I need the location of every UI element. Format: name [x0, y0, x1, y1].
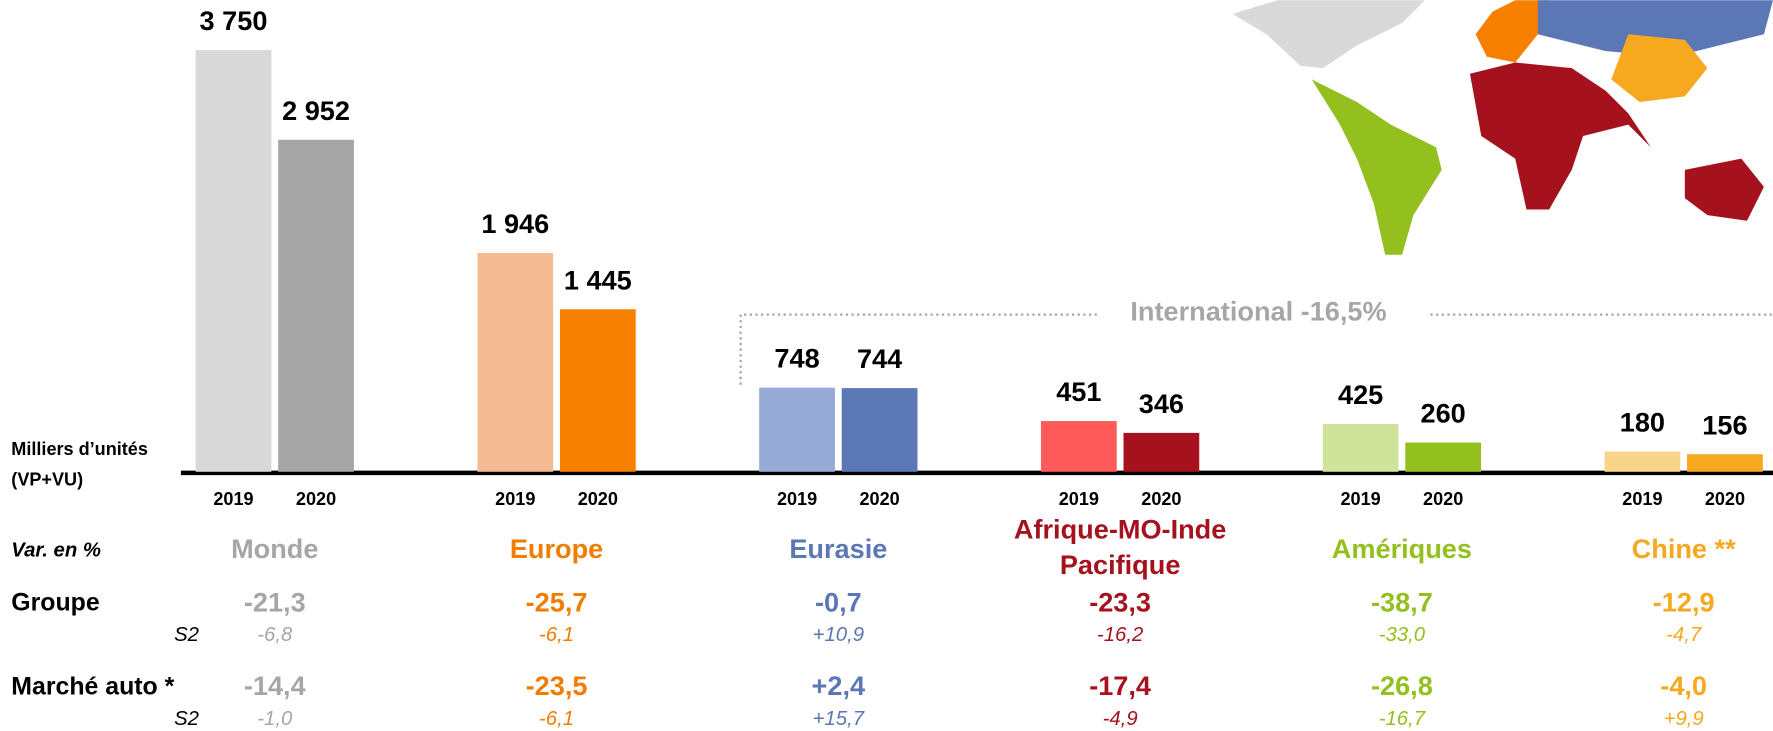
year-label: 2019	[777, 489, 817, 509]
year-label: 2020	[859, 489, 899, 509]
bar	[559, 309, 636, 472]
year-label: 2019	[495, 489, 535, 509]
y-label: (VP+VU)	[11, 470, 83, 490]
bar	[1123, 432, 1200, 472]
year-label: 2020	[1705, 489, 1745, 509]
table-cell: -4,0	[1660, 670, 1707, 701]
bar	[841, 388, 918, 472]
year-label: 2020	[296, 489, 336, 509]
year-label: 2020	[1423, 489, 1463, 509]
year-label: 2020	[578, 489, 618, 509]
table-cell: +15,7	[813, 708, 865, 730]
table-cell: -0,7	[815, 586, 862, 617]
table-cell: -12,9	[1653, 586, 1715, 617]
map-europe	[1475, 0, 1550, 63]
category-label: Europe	[510, 533, 603, 564]
bar	[759, 387, 835, 472]
row-label: Marché auto *	[11, 672, 174, 700]
table-cell: -4,7	[1666, 624, 1702, 646]
category-line: Afrique-MO-Inde	[1014, 514, 1226, 545]
value-label: 260	[1421, 398, 1466, 429]
category-label: Chine **	[1632, 533, 1736, 564]
row-label: Groupe	[11, 589, 99, 617]
table-cell: -6,1	[539, 624, 574, 646]
table-cell: -6,8	[257, 624, 293, 646]
table-cell: -38,7	[1371, 586, 1433, 617]
annotation: International -16,5%	[1130, 296, 1386, 327]
table-cell: -23,3	[1089, 586, 1151, 617]
map-north-america	[1232, 0, 1425, 69]
map-china	[1611, 34, 1708, 103]
value-label: 1 445	[564, 264, 632, 295]
value-label: 744	[857, 343, 902, 374]
category-label: Afrique-MO-Inde Pacifique	[1014, 514, 1226, 580]
category-label: Eurasie	[789, 533, 887, 564]
bracket-left	[739, 313, 1100, 385]
table-header: Var. en %	[11, 539, 101, 561]
value-label: 180	[1620, 407, 1665, 438]
table-cell: -6,1	[539, 708, 574, 730]
map-eurasia	[1537, 0, 1773, 57]
year-label: 2019	[213, 489, 253, 509]
bar	[477, 252, 554, 472]
table-cell: -23,5	[526, 670, 588, 701]
bar	[1322, 423, 1399, 472]
table-cell: -16,7	[1379, 708, 1426, 730]
bar	[1604, 451, 1681, 472]
value-label: 346	[1139, 388, 1184, 419]
table-cell: -4,9	[1103, 708, 1138, 730]
bar	[1687, 454, 1763, 472]
table-cell: -1,0	[257, 708, 293, 730]
table-cell: -26,8	[1371, 670, 1433, 701]
row-label: S2	[174, 708, 200, 730]
table-cell: +10,9	[813, 624, 864, 646]
value-label: 3 750	[200, 5, 268, 36]
year-label: 2019	[1341, 489, 1381, 509]
year-label: 2019	[1059, 489, 1099, 509]
value-label: 451	[1056, 376, 1101, 407]
table-cell: -21,3	[244, 586, 306, 617]
year-label: 2020	[1141, 489, 1181, 509]
map-americas	[1311, 79, 1442, 255]
category-label: Amériques	[1332, 533, 1472, 564]
value-label: 156	[1702, 409, 1747, 440]
table-cell: -16,2	[1097, 624, 1144, 646]
value-label: 1 946	[481, 208, 549, 239]
table-cell: +2,4	[812, 670, 866, 701]
bar	[195, 50, 272, 472]
value-label: 2 952	[282, 95, 350, 126]
table-cell: -17,4	[1089, 670, 1151, 701]
year-label: 2019	[1622, 489, 1662, 509]
row-label: S2	[174, 624, 200, 646]
value-label: 425	[1338, 379, 1383, 410]
value-label: 748	[774, 343, 819, 374]
table-cell: +9,9	[1664, 708, 1704, 730]
bar	[1405, 442, 1482, 472]
world-map	[1232, 0, 1773, 255]
map-oceania	[1684, 158, 1764, 221]
map-africa-mo-india	[1469, 62, 1651, 210]
table-cell: -25,7	[526, 586, 588, 617]
category-label: Monde	[231, 533, 318, 564]
y-label: Milliers d’unités	[11, 439, 148, 459]
bar	[278, 139, 354, 472]
table-cell: -14,4	[244, 670, 306, 701]
category-line: Pacifique	[1060, 549, 1181, 580]
bar	[1040, 421, 1117, 472]
table-cell: -33,0	[1379, 624, 1426, 646]
